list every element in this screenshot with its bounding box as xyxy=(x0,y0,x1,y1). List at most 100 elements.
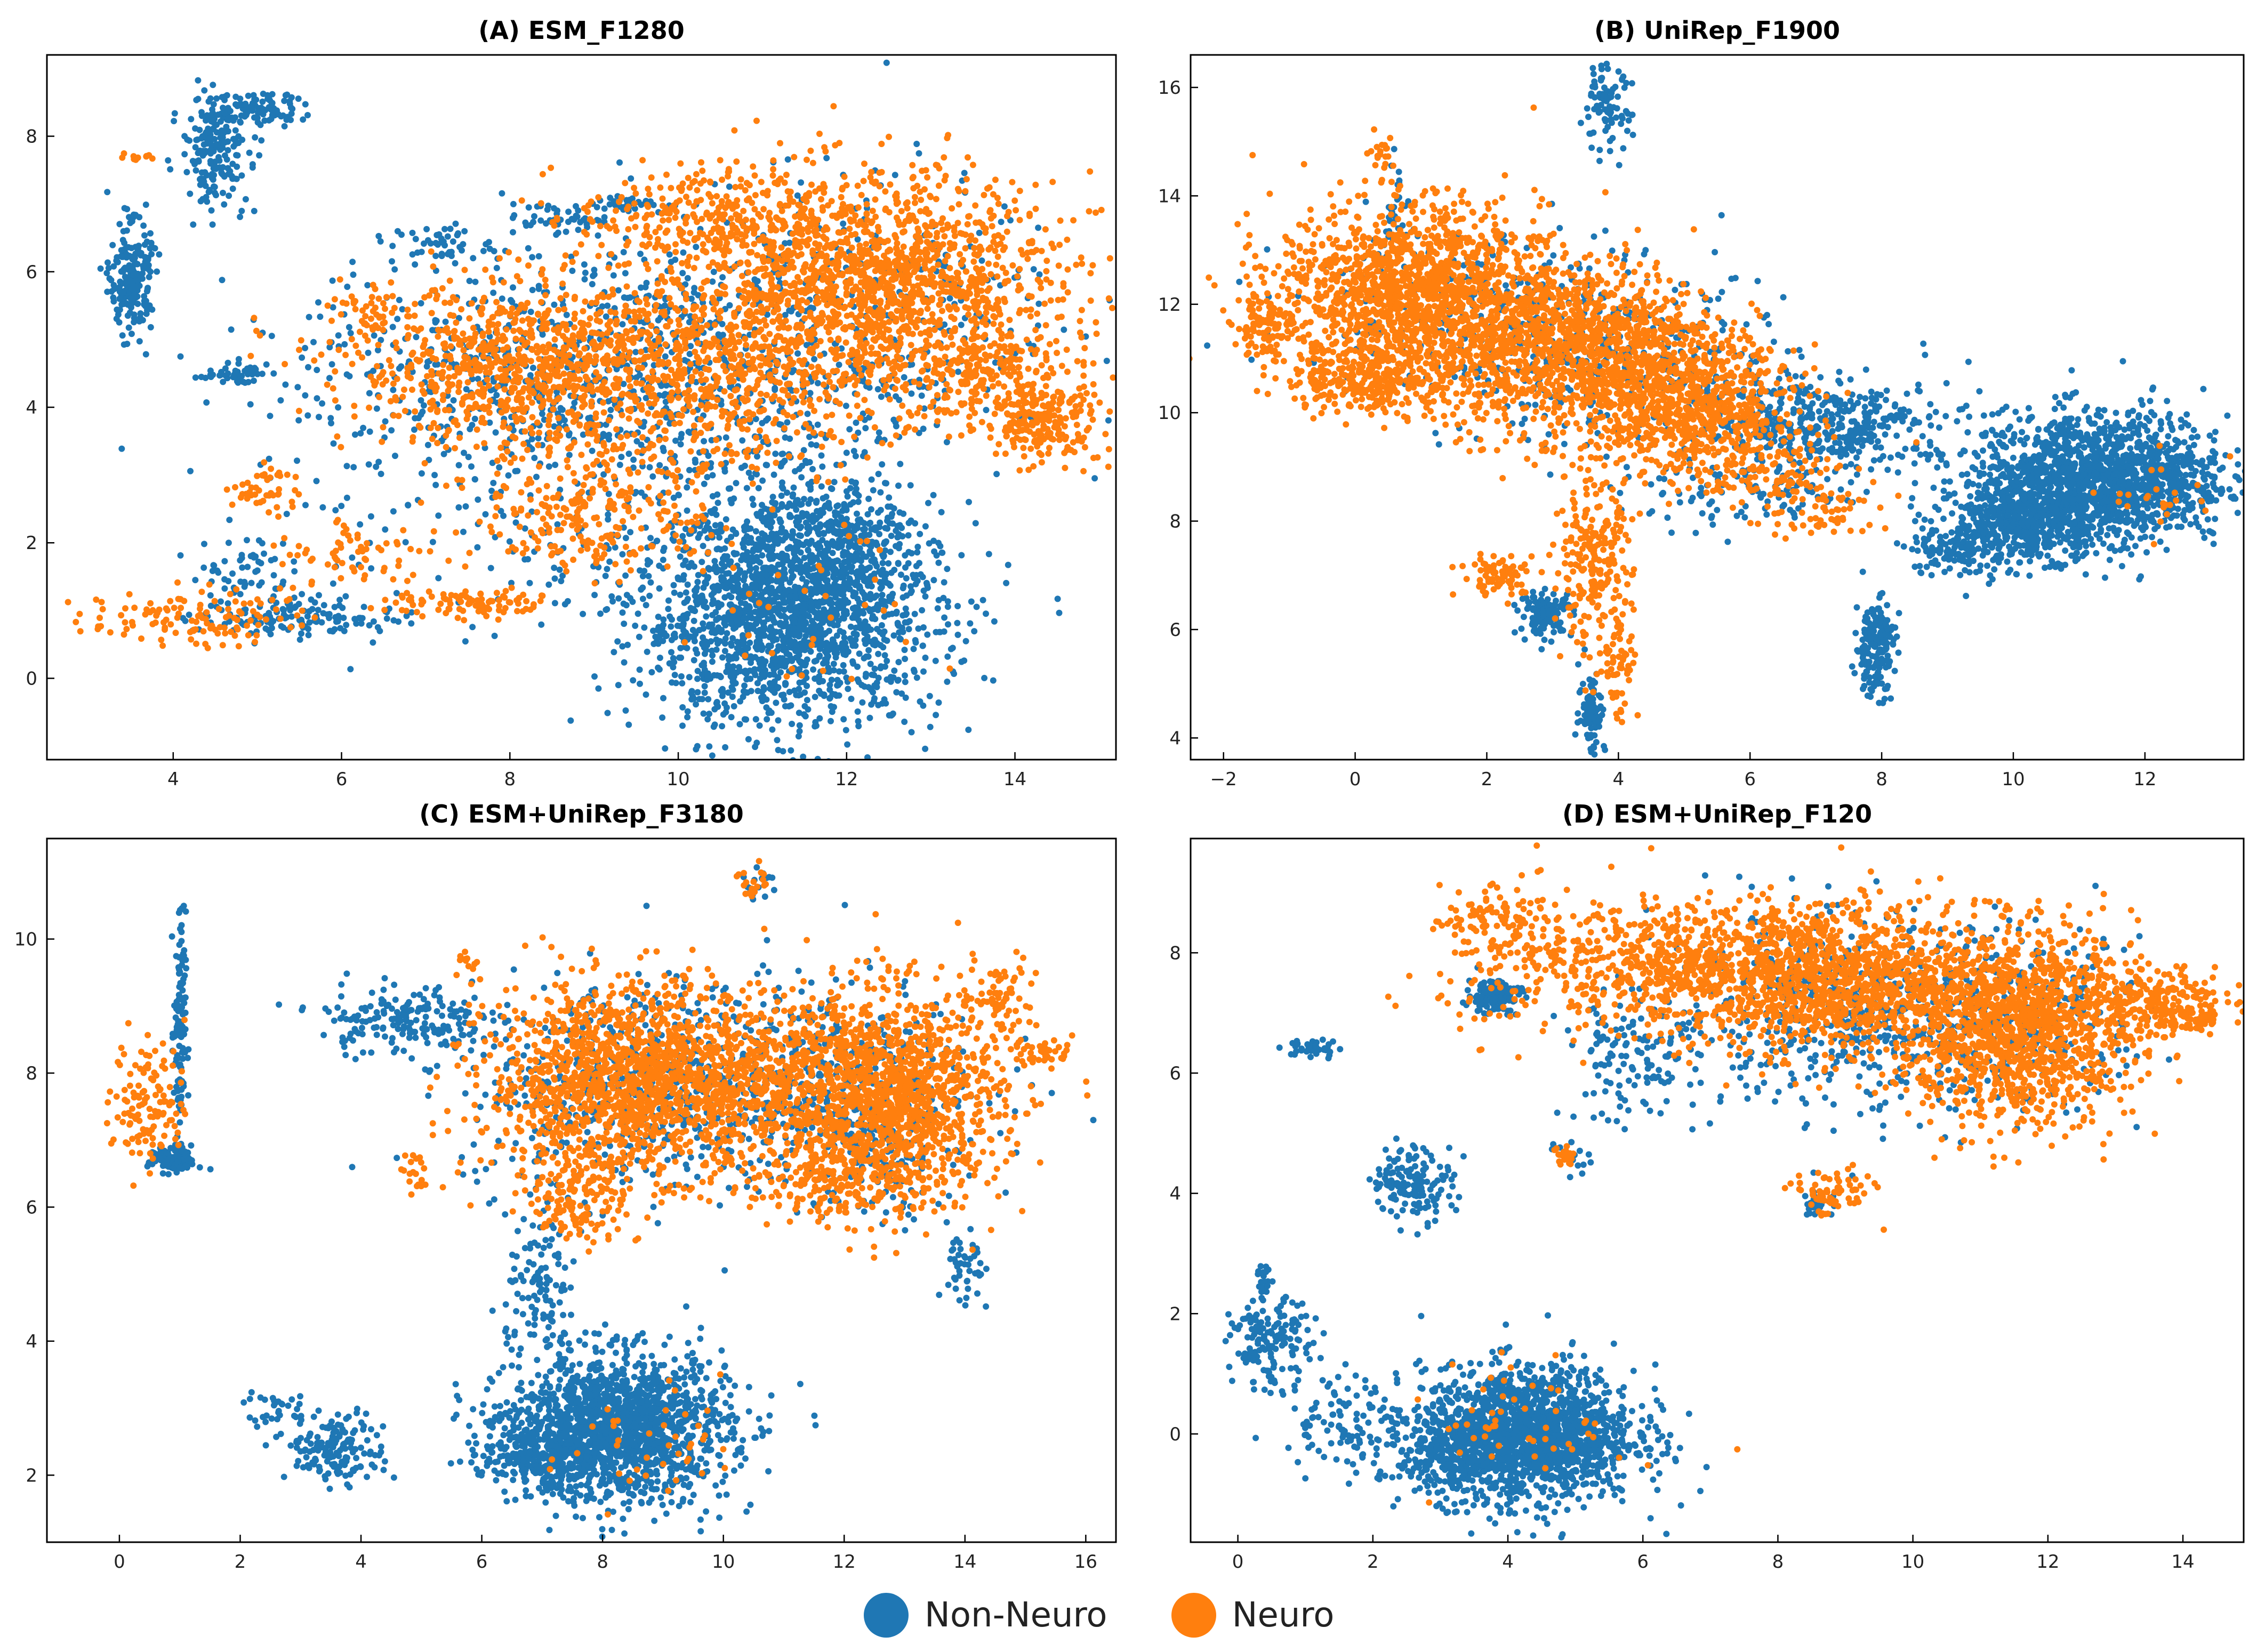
data-point xyxy=(958,658,965,665)
data-point xyxy=(946,264,953,271)
data-point xyxy=(431,472,438,479)
data-point xyxy=(853,624,860,631)
data-point xyxy=(855,498,862,505)
data-point xyxy=(800,447,807,454)
data-point xyxy=(192,167,199,174)
data-point xyxy=(690,657,697,664)
data-point xyxy=(842,727,849,734)
data-point xyxy=(214,141,221,148)
data-point xyxy=(860,526,866,533)
data-point xyxy=(912,581,919,587)
data-point xyxy=(726,183,733,190)
data-point xyxy=(694,689,701,696)
data-point xyxy=(768,564,775,571)
data-point xyxy=(854,510,860,517)
data-point xyxy=(230,117,237,124)
data-point xyxy=(829,550,836,557)
data-point xyxy=(769,555,776,562)
data-point xyxy=(655,624,662,631)
data-point xyxy=(298,630,304,637)
data-point xyxy=(786,689,793,695)
data-point xyxy=(778,582,785,589)
data-point xyxy=(753,570,760,577)
data-point xyxy=(671,589,678,596)
data-point xyxy=(527,222,534,229)
data-point xyxy=(801,626,808,633)
data-point xyxy=(411,426,417,433)
data-point xyxy=(832,512,839,519)
data-point xyxy=(429,538,436,545)
data-point xyxy=(722,516,729,523)
data-point xyxy=(649,473,656,480)
data-point xyxy=(599,303,606,310)
data-point xyxy=(991,618,998,625)
data-point xyxy=(281,98,288,104)
data-point xyxy=(755,485,762,491)
data-point xyxy=(247,364,254,371)
data-point xyxy=(790,625,797,632)
data-point xyxy=(497,507,504,514)
data-point xyxy=(1032,205,1039,212)
data-point xyxy=(855,723,862,730)
data-point xyxy=(862,618,869,625)
data-point xyxy=(782,312,789,318)
data-point xyxy=(616,159,623,166)
data-point xyxy=(670,655,677,662)
data-point xyxy=(777,519,784,526)
data-point xyxy=(877,519,883,526)
data-point xyxy=(740,639,747,646)
data-point xyxy=(746,560,753,567)
data-point xyxy=(714,703,721,710)
data-point xyxy=(827,336,834,343)
data-point xyxy=(711,558,718,565)
data-point xyxy=(389,324,396,331)
data-point xyxy=(672,256,679,263)
data-point xyxy=(914,549,921,556)
data-point xyxy=(208,111,215,118)
data-point xyxy=(831,584,838,591)
data-point xyxy=(510,200,517,207)
data-point xyxy=(711,721,718,728)
data-point xyxy=(200,141,207,148)
data-point xyxy=(785,631,792,638)
data-point xyxy=(721,648,728,655)
data-point xyxy=(765,579,772,586)
data-point xyxy=(749,495,756,502)
data-point xyxy=(207,95,214,102)
data-point xyxy=(840,662,847,668)
data-point xyxy=(844,527,850,534)
data-point xyxy=(851,527,858,534)
data-point xyxy=(690,264,697,271)
data-point xyxy=(774,737,781,744)
data-point xyxy=(813,625,820,632)
data-point xyxy=(709,278,716,285)
data-point xyxy=(877,585,884,592)
data-point xyxy=(708,437,715,444)
data-point xyxy=(883,657,890,664)
data-point xyxy=(222,365,229,372)
data-point xyxy=(589,281,596,287)
data-point xyxy=(955,389,962,396)
data-point xyxy=(902,656,909,662)
data-point xyxy=(210,101,217,108)
data-point xyxy=(256,582,263,589)
data-point xyxy=(679,722,686,729)
data-point xyxy=(854,568,861,575)
data-point xyxy=(728,640,735,647)
data-point xyxy=(751,276,758,283)
data-point xyxy=(821,504,828,510)
data-point xyxy=(605,516,612,523)
data-point xyxy=(868,476,875,483)
data-point xyxy=(859,699,866,706)
data-point xyxy=(226,192,232,199)
data-point xyxy=(883,59,890,66)
data-point xyxy=(747,622,754,628)
data-point xyxy=(709,629,715,636)
data-point xyxy=(855,492,862,499)
data-point xyxy=(269,107,275,114)
data-point xyxy=(805,546,812,553)
data-point xyxy=(302,392,309,399)
data-point xyxy=(759,773,765,780)
data-point xyxy=(670,582,677,589)
data-point xyxy=(688,690,695,697)
